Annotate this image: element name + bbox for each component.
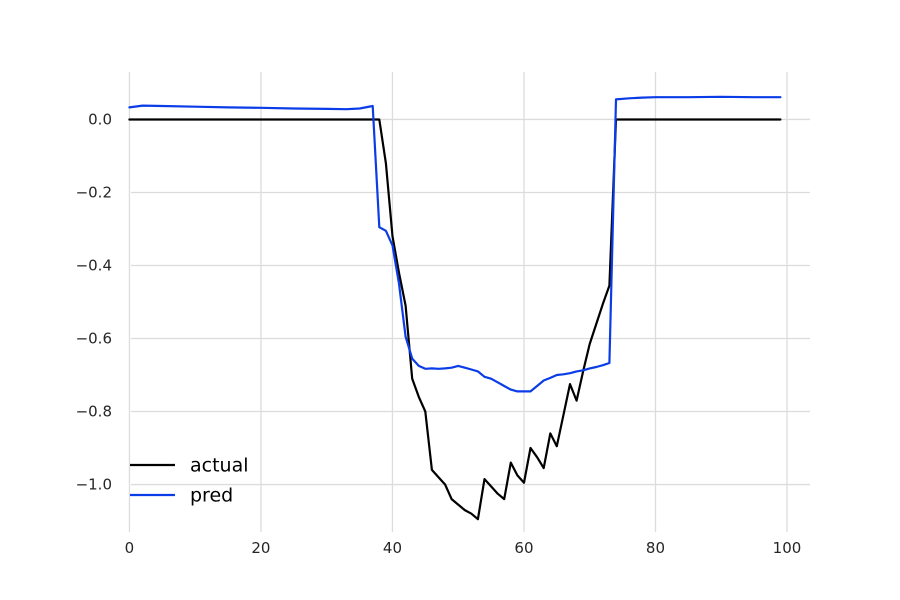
y-tick-label: −0.4 [76, 256, 112, 274]
x-tick-label: 0 [125, 539, 135, 557]
y-tick-label: −0.6 [76, 330, 112, 348]
series-line-pred [128, 95, 782, 393]
x-tick-label: 40 [383, 539, 402, 557]
x-tick-label: 80 [646, 539, 665, 557]
series-line-actual [128, 118, 782, 521]
y-tick-label: −0.2 [76, 183, 112, 201]
series-lines [128, 95, 782, 521]
y-tick-label: 0.0 [88, 110, 112, 128]
y-tick-label: −1.0 [76, 476, 112, 494]
legend-label-actual: actual [190, 455, 249, 477]
x-tick-label: 100 [773, 539, 802, 557]
x-tick-label: 60 [514, 539, 533, 557]
legend: actual pred [130, 455, 249, 507]
y-tick-label: −0.8 [76, 403, 112, 421]
legend-label-pred: pred [190, 485, 233, 507]
axis-tick-labels: 0 20 40 60 80 100 0.0 −0.2 −0.4 −0.6 −0.8 −1.0 [76, 110, 802, 557]
x-tick-label: 20 [251, 539, 270, 557]
